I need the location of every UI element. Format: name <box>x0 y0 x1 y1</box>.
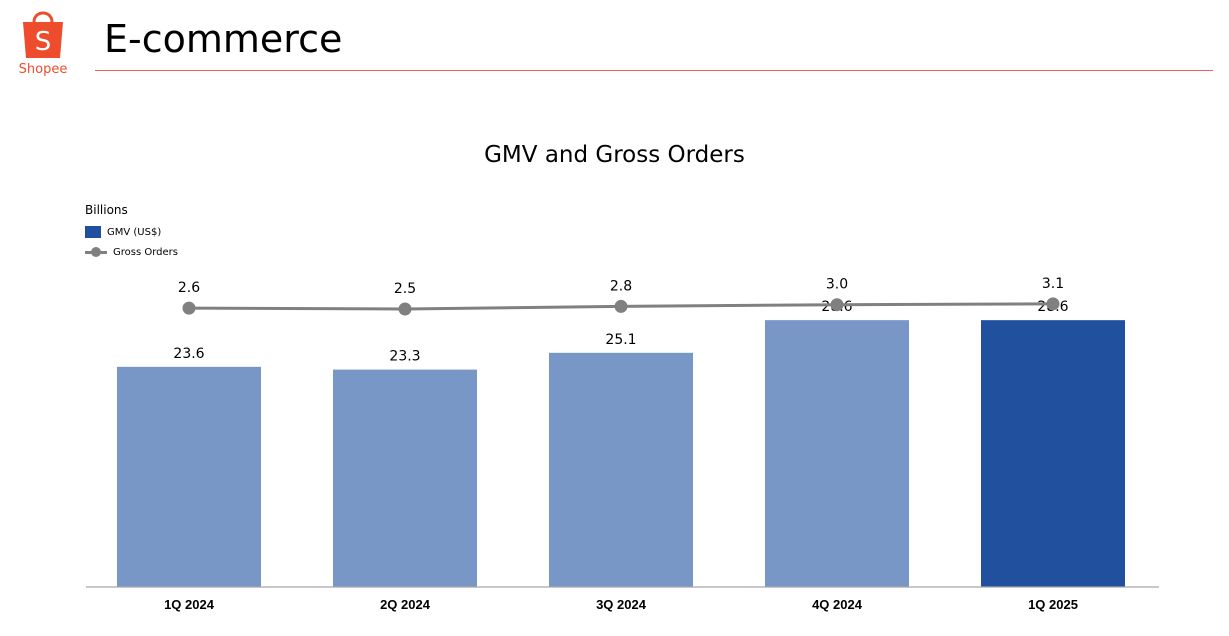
chart-title: GMV and Gross Orders <box>484 142 745 168</box>
x-tick-label: 3Q 2024 <box>596 597 647 612</box>
data-label-gross-orders: 2.8 <box>610 278 632 294</box>
units-label: Billions <box>85 203 128 217</box>
point-gross-orders <box>830 298 844 312</box>
x-tick-label: 1Q 2025 <box>1028 597 1078 612</box>
data-label-gmv: 23.3 <box>389 349 420 365</box>
point-gross-orders <box>182 301 196 315</box>
data-label-gross-orders: 2.6 <box>178 280 200 296</box>
point-gross-orders <box>398 302 412 316</box>
logo-text: Shopee <box>18 62 68 77</box>
legend-item-gross-orders: Gross Orders <box>85 245 178 259</box>
data-label-gross-orders: 3.1 <box>1042 276 1064 292</box>
point-gross-orders <box>1046 297 1060 311</box>
legend-label-gmv: GMV (US$) <box>107 226 162 238</box>
shopping-bag-icon: S <box>23 11 63 58</box>
x-tick-label: 1Q 2024 <box>164 597 215 612</box>
data-label-gross-orders: 2.5 <box>394 281 416 297</box>
bar-gmv <box>333 369 477 587</box>
bar-gmv <box>117 366 261 587</box>
legend-label-gross-orders: Gross Orders <box>113 246 178 258</box>
x-tick-label: 4Q 2024 <box>812 597 863 612</box>
bar-gmv <box>981 320 1125 587</box>
shopee-logo: S Shopee <box>14 8 74 78</box>
header-divider <box>95 70 1213 71</box>
bar-gmv <box>765 320 909 587</box>
page-title: E-commerce <box>104 17 343 61</box>
data-label-gmv: 23.6 <box>173 346 204 362</box>
data-label-gmv: 25.1 <box>605 332 636 348</box>
logo-glyph: S <box>35 27 52 57</box>
point-gross-orders <box>614 299 628 313</box>
x-tick-label: 2Q 2024 <box>380 597 431 612</box>
data-label-gross-orders: 3.0 <box>826 277 848 293</box>
legend-swatch-gmv <box>85 226 101 238</box>
legend-item-gmv: GMV (US$) <box>85 225 161 239</box>
bar-gmv <box>549 352 693 587</box>
legend-swatch-gross-orders <box>85 246 107 258</box>
